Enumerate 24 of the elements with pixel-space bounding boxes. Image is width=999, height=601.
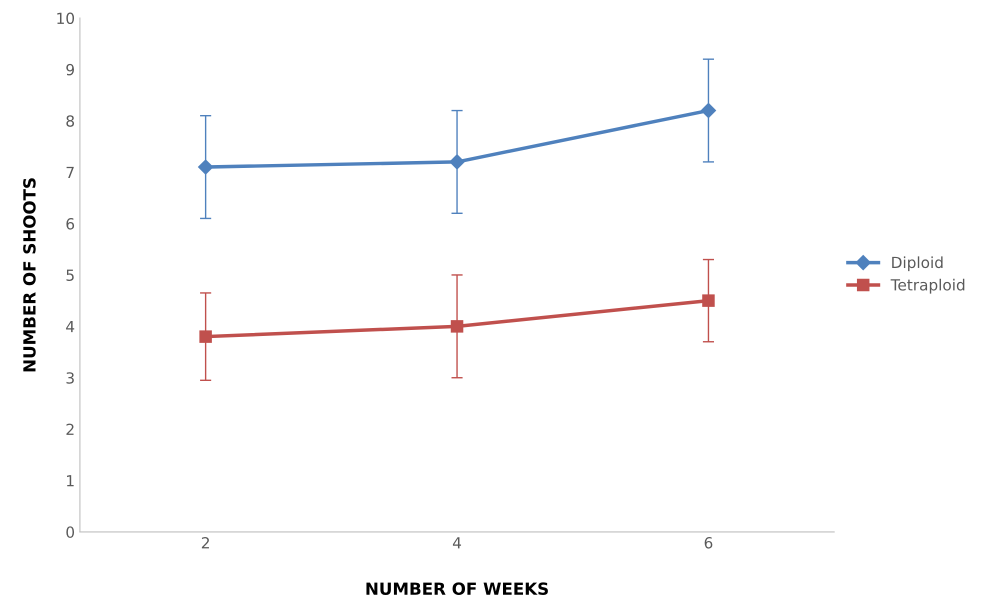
y-tick-label: 1 [67, 475, 74, 486]
point [700, 102, 716, 118]
x-tick-label: 2 [202, 537, 209, 548]
point [450, 320, 464, 333]
legend-label: Diploid [892, 256, 943, 272]
y-tick-label: 2 [66, 424, 74, 435]
y-axis-title: NUMBER OF SHOOTS [23, 178, 36, 372]
y-tick-label: 4 [66, 321, 74, 332]
y-tick-label: 7 [66, 166, 74, 178]
point [198, 159, 214, 175]
x-tick-label: 6 [704, 537, 712, 549]
y-tick-label: 10 [57, 12, 74, 24]
legend-label: Tetraploid [890, 278, 964, 294]
point [199, 330, 212, 343]
y-tick-label: 6 [66, 218, 74, 230]
y-tick-label: 5 [66, 270, 74, 281]
y-tick-label: 8 [66, 115, 74, 127]
x-axis-title: NUMBER OF WEEKS [366, 582, 548, 595]
y-tick-label: 3 [66, 372, 74, 384]
point [449, 154, 465, 170]
y-tick-label: 9 [66, 64, 74, 76]
x-tick-label: 4 [452, 537, 462, 548]
y-tick-label: 0 [66, 526, 74, 538]
point [702, 294, 715, 307]
